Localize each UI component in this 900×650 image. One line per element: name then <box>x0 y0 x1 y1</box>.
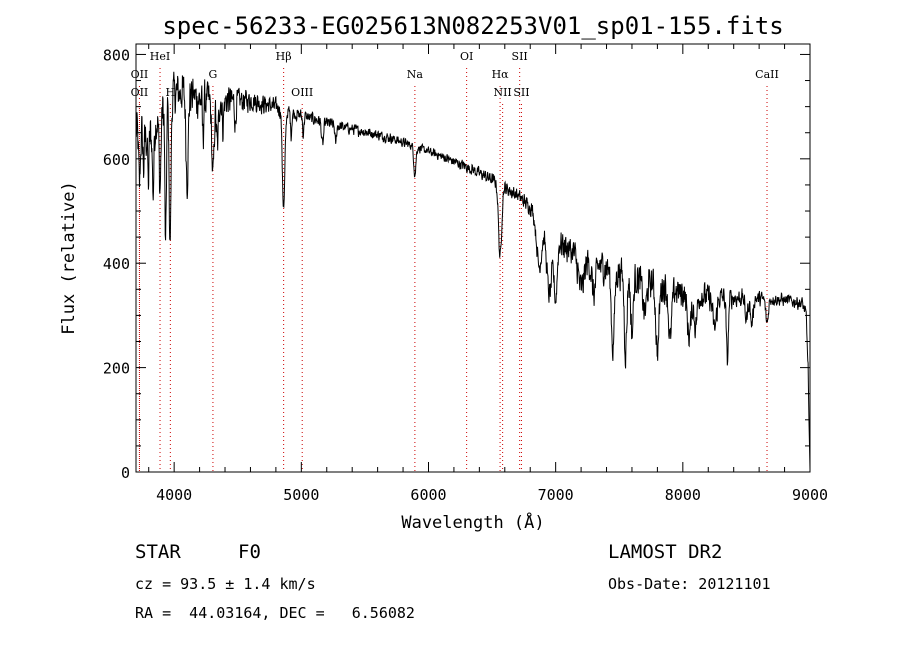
chart-title: spec-56233-EG025613N082253V01_sp01-155.f… <box>162 12 783 40</box>
plot-frame <box>135 43 811 473</box>
x-tick-label: 6000 <box>410 486 446 504</box>
spectral-line-label: G <box>209 68 218 81</box>
y-tick-label: 200 <box>103 360 130 378</box>
spectral-line-label: Hβ <box>276 50 292 63</box>
y-axis-label: Flux (relative) <box>59 181 79 335</box>
spectral-line-label: Hα <box>492 68 510 81</box>
y-tick-label: 800 <box>103 46 130 64</box>
spectral-line-label: CaII <box>755 68 779 81</box>
spectral-line-label: OI <box>460 50 473 63</box>
axis-ticks: 4000 5000 6000 7000 8000 9000 0 200 400 600 800 <box>103 44 828 504</box>
object-class: STAR <box>135 541 181 563</box>
x-axis-label: Wavelength (Å) <box>401 511 544 533</box>
spectral-line-label: NII <box>493 86 511 99</box>
spectral-line-label: SII <box>512 50 528 63</box>
observation-date: Obs-Date: 20121101 <box>608 575 771 593</box>
x-tick-label: 5000 <box>283 486 319 504</box>
spectral-line-label: OII <box>131 68 149 81</box>
spectral-subclass: F0 <box>238 541 261 563</box>
x-tick-label: 7000 <box>538 486 574 504</box>
spectral-line-label: OIII <box>291 86 313 99</box>
spectral-line-label: H <box>166 86 176 99</box>
y-tick-label: 400 <box>103 255 130 273</box>
coordinates: RA = 44.03164, DEC = 6.56082 <box>135 604 415 622</box>
x-tick-label: 4000 <box>156 486 192 504</box>
x-tick-label: 9000 <box>792 486 828 504</box>
y-tick-label: 600 <box>103 151 130 169</box>
spectral-line-label: SII <box>513 86 529 99</box>
spectrum-line <box>135 71 811 470</box>
spectral-line-label: HeI <box>150 50 170 63</box>
spectral-line-label: Na <box>407 68 424 81</box>
x-tick-label: 8000 <box>665 486 701 504</box>
spectral-line-label: OII <box>131 86 149 99</box>
survey-name: LAMOST DR2 <box>608 541 723 563</box>
y-tick-label: 0 <box>121 464 130 482</box>
redshift-velocity: cz = 93.5 ± 1.4 km/s <box>135 575 316 593</box>
